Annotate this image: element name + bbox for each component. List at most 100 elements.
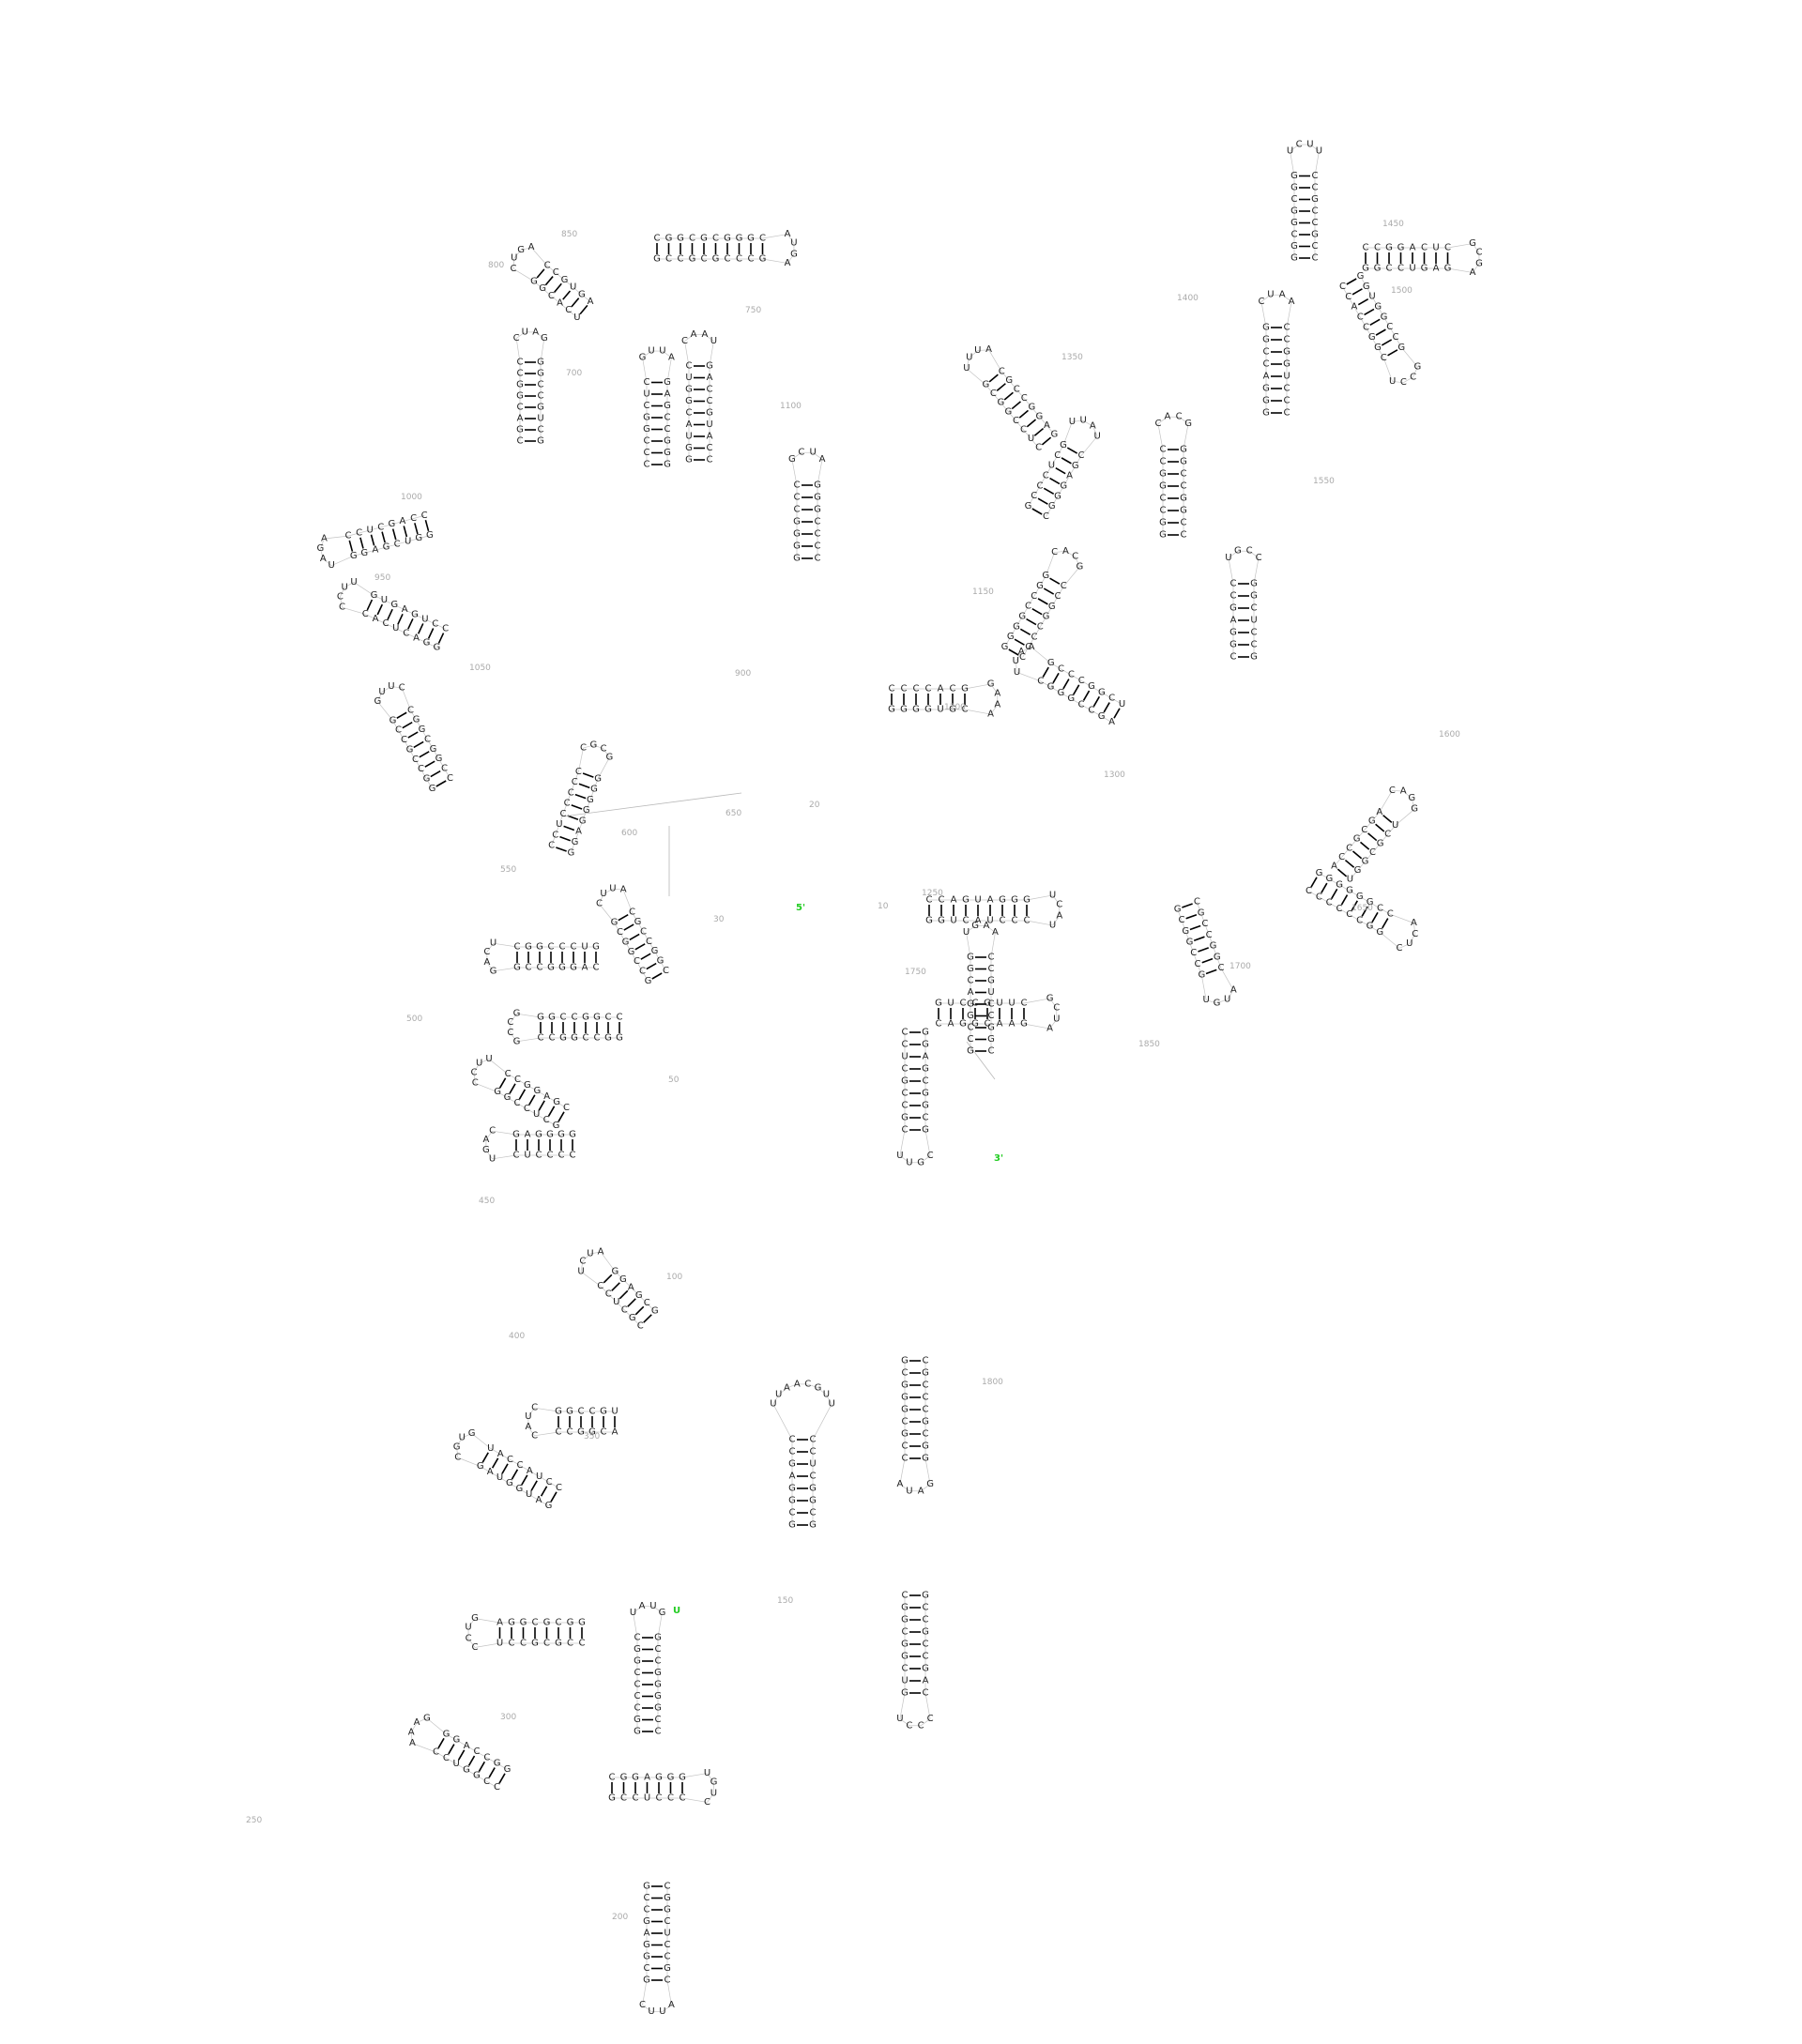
loop-nucleotide: G [471, 1613, 479, 1624]
loop-nucleotide: C [1246, 546, 1253, 557]
sequence-index-label: 650 [725, 809, 741, 818]
nucleotide: G [555, 1407, 562, 1417]
nucleotide: G [1180, 445, 1187, 455]
backbone-segment [527, 1426, 535, 1437]
nucleotide: G [1385, 243, 1393, 253]
nucleotide: G [967, 964, 974, 974]
nucleotide: A [997, 1019, 1003, 1030]
nucleotide: G [809, 1520, 817, 1531]
nucleotide: C [1306, 886, 1312, 896]
backbone-segment [1360, 276, 1367, 287]
nucleotide: G [664, 377, 671, 388]
loop-nucleotide: A [994, 688, 1000, 698]
nucleotide: U [809, 1459, 816, 1470]
nucleotide: C [664, 1952, 671, 1962]
nucleotide: C [655, 1656, 662, 1667]
loop-nucleotide: C [454, 1453, 461, 1463]
backbone-segment [1366, 286, 1373, 297]
base-pair-bond [571, 804, 583, 810]
backbone-segment [1046, 506, 1053, 517]
backbone-segment [527, 1108, 537, 1115]
nucleotide: G [959, 1019, 967, 1030]
backbone-segment [390, 686, 403, 689]
nucleotide: C [572, 1013, 578, 1023]
backbone-segment [377, 692, 383, 702]
nucleotide: G [901, 1688, 909, 1699]
backbone-segment [485, 1150, 493, 1160]
nucleotide: C [1284, 335, 1290, 345]
loop-nucleotide: G [659, 1608, 666, 1618]
nucleotide: C [1160, 506, 1167, 516]
backbone-segment [394, 604, 405, 611]
nucleotide: C [656, 1793, 663, 1804]
nucleotide: G [1005, 375, 1013, 386]
nucleotide: G [657, 956, 664, 967]
base-pair-bond [498, 1773, 506, 1784]
loop-nucleotide: U [609, 884, 616, 894]
base-pair-bond [1055, 467, 1066, 475]
nucleotide: G [629, 1313, 636, 1323]
nucleotide: G [632, 1773, 639, 1783]
base-pair-bond [1037, 598, 1048, 605]
backbone-segment [899, 1129, 906, 1156]
backbone-segment [320, 538, 325, 549]
loop-nucleotide: U [522, 327, 528, 337]
nucleotide: G [530, 276, 538, 286]
nucleotide: G [1356, 892, 1364, 902]
nucleotide: G [1397, 343, 1405, 353]
loop-nucleotide: A [532, 327, 539, 337]
nucleotide: G [452, 1735, 460, 1746]
nucleotide: G [635, 1290, 643, 1301]
backbone-segment [603, 748, 610, 758]
base-pair-bond [381, 531, 386, 543]
backbone-segment [485, 1130, 493, 1140]
nucleotide: G [901, 1405, 909, 1415]
sequence-index-label: 1000 [401, 493, 422, 502]
loop-nucleotide: C [513, 333, 520, 343]
backbone-segment [545, 1120, 557, 1126]
base-pair-bond [540, 1486, 548, 1497]
nucleotide: G [516, 391, 524, 402]
nucleotide: U [496, 1472, 503, 1483]
nucleotide: C [617, 927, 623, 938]
backbone-segment [456, 1763, 467, 1771]
nucleotide: G [1180, 494, 1187, 504]
backbone-segment [778, 1387, 787, 1396]
nucleotide: G [814, 480, 821, 491]
loop-nucleotide: G [1046, 993, 1054, 1003]
backbone-segment [1184, 931, 1190, 943]
nucleotide: C [601, 1427, 607, 1438]
loop-nucleotide: A [668, 2000, 675, 2010]
loop-nucleotide: U [659, 346, 665, 357]
base-pair-bond [1052, 672, 1060, 684]
nucleotide: G [901, 1380, 909, 1391]
loop-nucleotide: U [1049, 890, 1056, 900]
nucleotide: G [587, 795, 594, 805]
nucleotide: G [655, 1773, 663, 1783]
nucleotide: G [537, 436, 544, 447]
backbone-segment [593, 778, 599, 790]
backbone-segment [386, 543, 398, 548]
nucleotide: G [1290, 183, 1298, 193]
backbone-segment [642, 1979, 648, 2006]
backbone-segment [446, 1757, 457, 1764]
nucleotide: G [814, 493, 821, 503]
backbone-segment [1447, 243, 1474, 249]
nucleotide: C [725, 254, 731, 265]
nucleotide: A [575, 827, 582, 837]
backbone-segment [1178, 416, 1189, 424]
nucleotide: G [1098, 687, 1106, 697]
nucleotide: C [1025, 602, 1031, 612]
backbone-segment [426, 642, 437, 648]
backbone-segment [582, 1253, 591, 1262]
loop-nucleotide: G [788, 454, 796, 465]
nucleotide: G [1290, 206, 1298, 217]
backbone-segment [1157, 423, 1164, 450]
backbone-segment [1349, 914, 1360, 922]
nucleotide: C [968, 1034, 974, 1045]
nucleotide: C [923, 1380, 929, 1391]
loop-nucleotide: G [790, 249, 798, 259]
backbone-segment [1045, 465, 1052, 477]
backbone-segment [1069, 465, 1077, 477]
nucleotide: U [453, 1759, 460, 1769]
